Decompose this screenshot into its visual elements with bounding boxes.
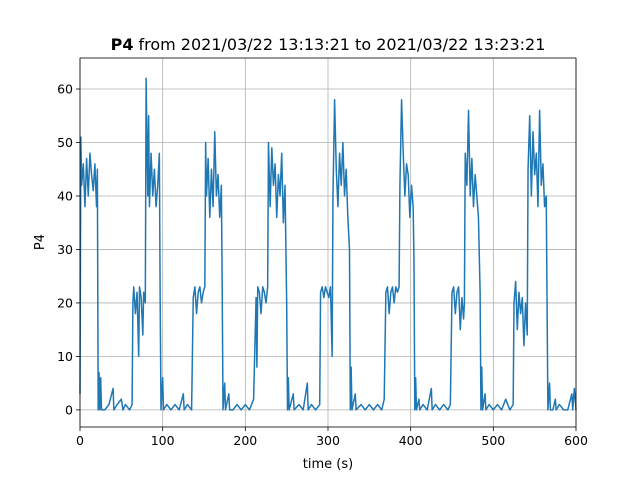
y-tick-label: 40 <box>57 188 73 203</box>
y-tick-label: 0 <box>65 402 73 417</box>
x-tick-label: 600 <box>564 433 588 448</box>
grid <box>79 58 577 427</box>
plot-area <box>79 77 577 411</box>
y-tick-label: 50 <box>57 135 73 150</box>
y-tick-label: 10 <box>57 349 73 364</box>
y-tick-label: 30 <box>57 242 73 257</box>
title-text: from 2021/03/22 13:13:21 to 2021/03/22 1… <box>138 35 545 54</box>
x-tick-label: 500 <box>481 433 505 448</box>
chart-title: P4 from 2021/03/22 13:13:21 to 2021/03/22… <box>111 35 546 54</box>
x-axis-label: time (s) <box>303 457 353 472</box>
data-line <box>79 77 577 411</box>
x-tick-label: 200 <box>233 433 257 448</box>
x-tick-label: 300 <box>316 433 340 448</box>
y-axis-label: P4 <box>33 234 48 250</box>
x-tick-label: 0 <box>76 433 84 448</box>
title-bold: P4 <box>111 35 134 54</box>
x-tick-label: 400 <box>399 433 423 448</box>
x-tick-label: 100 <box>151 433 175 448</box>
y-tick-label: 20 <box>57 295 73 310</box>
y-tick-label: 60 <box>57 82 73 97</box>
